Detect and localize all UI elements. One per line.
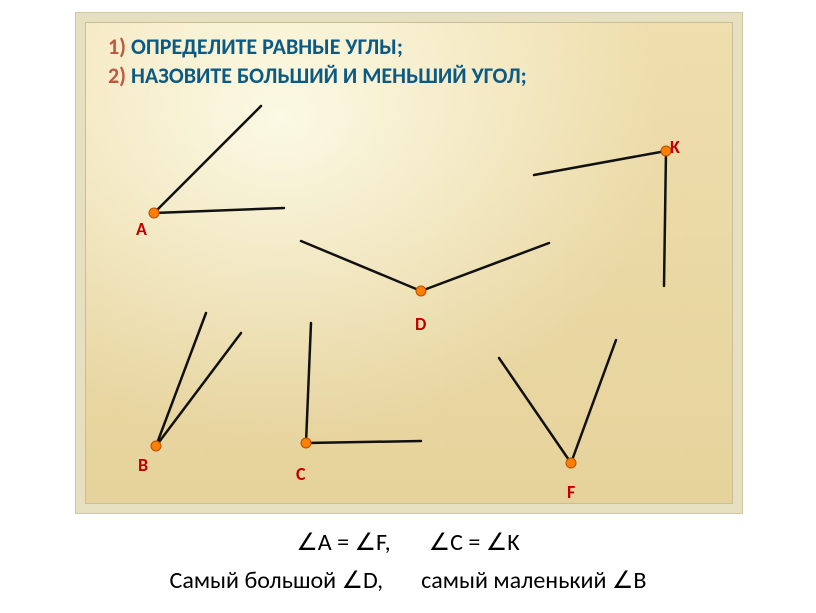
angle-label-F: F [567,481,575,503]
angle-C-ray [306,323,311,443]
angle-label-D: D [415,313,426,335]
angle-A-ray [154,208,284,213]
angle-B-ray [156,313,206,446]
ans-biggest-letter: D, [363,566,383,595]
ans-smallest-text: самый маленький [421,566,612,595]
angle-A-vertex [149,208,159,218]
angle-label-K: K [670,136,680,158]
angle-icon: ∠ [429,530,451,556]
angle-D-vertex [416,286,426,296]
answer-line-2: Самый большой ∠D, самый маленький ∠B [72,562,744,600]
angle-icon: ∠ [296,530,318,556]
ans-biggest-text: Самый большой [170,566,342,595]
angle-D-ray [421,243,549,291]
ans-smallest-letter: B [633,566,646,595]
ans-k: K [507,528,519,557]
ans-f: F, [376,528,391,557]
angle-icon: ∠ [354,530,376,556]
angle-F-vertex [566,458,576,468]
angle-D-ray [301,241,421,291]
angle-label-C: C [296,463,306,485]
angle-icon: ∠ [486,530,508,556]
diagram-panel: 1) ОПРЕДЕЛИТЕ РАВНЫЕ УГЛЫ; 2) НАЗОВИТЕ Б… [85,22,733,504]
angle-A-ray [154,106,261,213]
answers-block: ∠A = ∠F, ∠C = ∠K Самый большой ∠D, самый… [72,524,744,601]
angles-svg [86,23,732,503]
angle-icon: ∠ [342,568,364,594]
angle-K-ray [534,151,666,175]
angle-B-ray [156,333,241,446]
answer-line-1: ∠A = ∠F, ∠C = ∠K [72,524,744,562]
angle-label-A: A [136,218,147,240]
ans-c-eq: C = [450,528,486,557]
angle-label-B: B [138,454,148,476]
angle-B-vertex [151,441,161,451]
stage: 1) ОПРЕДЕЛИТЕ РАВНЫЕ УГЛЫ; 2) НАЗОВИТЕ Б… [0,0,816,613]
angle-F-ray [499,358,571,463]
angle-icon: ∠ [612,568,634,594]
angle-F-ray [571,340,616,463]
angle-C-ray [306,441,421,443]
angle-C-vertex [301,438,311,448]
angle-K-ray [664,151,666,286]
ans-a-eq: A = [318,528,355,557]
